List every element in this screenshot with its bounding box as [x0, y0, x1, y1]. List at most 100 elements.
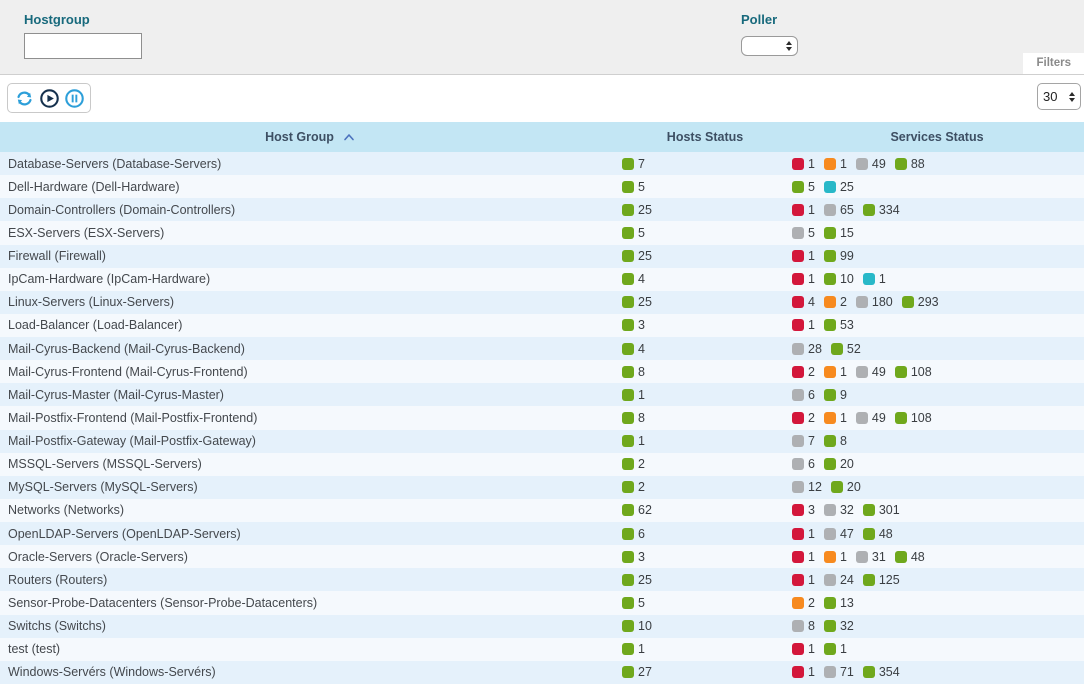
- status-count-critical[interactable]: 1: [792, 203, 815, 217]
- status-count-unknown[interactable]: 49: [855, 157, 886, 171]
- status-count-critical[interactable]: 1: [792, 550, 815, 564]
- status-count-ok[interactable]: 25: [622, 249, 652, 263]
- status-count-unknown[interactable]: 6: [792, 457, 815, 471]
- status-count-ok[interactable]: 88: [894, 157, 925, 171]
- status-count-unknown[interactable]: 12: [792, 480, 822, 494]
- status-count-critical[interactable]: 2: [792, 411, 815, 425]
- status-count-critical[interactable]: 1: [792, 318, 815, 332]
- status-count-ok[interactable]: 2: [622, 457, 645, 471]
- status-count-ok[interactable]: 3: [622, 550, 645, 564]
- status-count-ok[interactable]: 32: [823, 619, 854, 633]
- status-count-ok[interactable]: 334: [862, 203, 900, 217]
- status-count-unknown[interactable]: 28: [792, 342, 822, 356]
- status-count-unknown[interactable]: 7: [792, 434, 815, 448]
- status-count-ok[interactable]: 48: [894, 550, 925, 564]
- status-count-unknown[interactable]: 32: [823, 503, 854, 517]
- status-count-ok[interactable]: 9: [823, 388, 847, 402]
- status-count-ok[interactable]: 13: [823, 596, 854, 610]
- host-group-name[interactable]: MSSQL-Servers (MSSQL-Servers): [8, 457, 202, 472]
- pause-button[interactable]: [63, 87, 85, 109]
- host-group-name[interactable]: Sensor-Probe-Datacenters (Sensor-Probe-D…: [8, 595, 318, 610]
- status-count-critical[interactable]: 1: [792, 527, 815, 541]
- status-count-ok[interactable]: 1: [823, 642, 847, 656]
- status-count-ok[interactable]: 1: [622, 434, 645, 448]
- status-count-ok[interactable]: 4: [622, 272, 645, 286]
- host-group-name[interactable]: Routers (Routers): [8, 572, 108, 587]
- status-count-ok[interactable]: 5: [622, 226, 645, 240]
- status-count-ok[interactable]: 354: [862, 665, 900, 679]
- status-count-ok[interactable]: 10: [622, 619, 652, 633]
- status-count-warning[interactable]: 1: [823, 157, 847, 171]
- host-group-name[interactable]: Mail-Cyrus-Master (Mail-Cyrus-Master): [8, 387, 224, 402]
- host-group-name[interactable]: Linux-Servers (Linux-Servers): [8, 295, 175, 310]
- status-count-critical[interactable]: 1: [792, 272, 815, 286]
- status-count-ok[interactable]: 2: [622, 480, 645, 494]
- poller-select[interactable]: [741, 36, 798, 56]
- status-count-ok[interactable]: 27: [622, 665, 652, 679]
- status-count-unknown[interactable]: 31: [855, 550, 886, 564]
- host-group-name[interactable]: Domain-Controllers (Domain-Controllers): [8, 202, 236, 217]
- status-count-pending[interactable]: 25: [823, 180, 854, 194]
- filters-tab[interactable]: Filters: [1023, 53, 1084, 74]
- host-group-name[interactable]: Mail-Postfix-Gateway (Mail-Postfix-Gatew…: [8, 434, 256, 449]
- column-header-hosts-status[interactable]: Hosts Status: [666, 130, 744, 144]
- status-count-ok[interactable]: 5: [622, 596, 645, 610]
- status-count-ok[interactable]: 25: [622, 573, 652, 587]
- status-count-critical[interactable]: 3: [792, 503, 815, 517]
- status-count-pending[interactable]: 1: [862, 272, 886, 286]
- host-group-name[interactable]: Load-Balancer (Load-Balancer): [8, 318, 183, 333]
- status-count-ok[interactable]: 108: [894, 411, 932, 425]
- status-count-critical[interactable]: 1: [792, 642, 815, 656]
- status-count-unknown[interactable]: 71: [823, 665, 854, 679]
- host-group-name[interactable]: Oracle-Servers (Oracle-Servers): [8, 549, 188, 564]
- status-count-ok[interactable]: 7: [622, 157, 645, 171]
- status-count-unknown[interactable]: 24: [823, 573, 854, 587]
- status-count-ok[interactable]: 8: [823, 434, 847, 448]
- host-group-name[interactable]: Dell-Hardware (Dell-Hardware): [8, 179, 180, 194]
- host-group-name[interactable]: Mail-Cyrus-Frontend (Mail-Cyrus-Frontend…: [8, 364, 248, 379]
- status-count-unknown[interactable]: 8: [792, 619, 815, 633]
- status-count-ok[interactable]: 99: [823, 249, 854, 263]
- status-count-ok[interactable]: 108: [894, 365, 932, 379]
- status-count-warning[interactable]: 2: [823, 295, 847, 309]
- host-group-name[interactable]: IpCam-Hardware (IpCam-Hardware): [8, 272, 211, 287]
- play-button[interactable]: [38, 87, 60, 109]
- status-count-unknown[interactable]: 47: [823, 527, 854, 541]
- status-count-critical[interactable]: 2: [792, 365, 815, 379]
- refresh-button[interactable]: [13, 87, 35, 109]
- page-size-select[interactable]: 30: [1037, 83, 1081, 110]
- status-count-ok[interactable]: 20: [830, 480, 861, 494]
- status-count-ok[interactable]: 1: [622, 388, 645, 402]
- status-count-unknown[interactable]: 180: [855, 295, 893, 309]
- host-group-name[interactable]: Mail-Cyrus-Backend (Mail-Cyrus-Backend): [8, 341, 245, 356]
- status-count-ok[interactable]: 25: [622, 203, 652, 217]
- status-count-unknown[interactable]: 49: [855, 411, 886, 425]
- status-count-ok[interactable]: 53: [823, 318, 854, 332]
- status-count-critical[interactable]: 1: [792, 573, 815, 587]
- status-count-ok[interactable]: 301: [862, 503, 900, 517]
- host-group-name[interactable]: Firewall (Firewall): [8, 249, 106, 264]
- status-count-ok[interactable]: 3: [622, 318, 645, 332]
- status-count-unknown[interactable]: 6: [792, 388, 815, 402]
- status-count-warning[interactable]: 1: [823, 550, 847, 564]
- host-group-name[interactable]: Mail-Postfix-Frontend (Mail-Postfix-Fron…: [8, 410, 258, 425]
- status-count-ok[interactable]: 4: [622, 342, 645, 356]
- status-count-critical[interactable]: 4: [792, 295, 815, 309]
- column-header-host-group[interactable]: Host Group: [0, 130, 620, 144]
- status-count-ok[interactable]: 293: [901, 295, 939, 309]
- status-count-ok[interactable]: 52: [830, 342, 861, 356]
- status-count-ok[interactable]: 10: [823, 272, 854, 286]
- status-count-warning[interactable]: 1: [823, 365, 847, 379]
- status-count-ok[interactable]: 5: [792, 180, 815, 194]
- status-count-unknown[interactable]: 5: [792, 226, 815, 240]
- host-group-name[interactable]: Networks (Networks): [8, 503, 124, 518]
- status-count-ok[interactable]: 1: [622, 642, 645, 656]
- status-count-ok[interactable]: 20: [823, 457, 854, 471]
- status-count-ok[interactable]: 8: [622, 365, 645, 379]
- status-count-ok[interactable]: 6: [622, 527, 645, 541]
- status-count-ok[interactable]: 25: [622, 295, 652, 309]
- status-count-critical[interactable]: 1: [792, 249, 815, 263]
- status-count-warning[interactable]: 2: [792, 596, 815, 610]
- host-group-name[interactable]: ESX-Servers (ESX-Servers): [8, 225, 165, 240]
- host-group-name[interactable]: MySQL-Servers (MySQL-Servers): [8, 480, 198, 495]
